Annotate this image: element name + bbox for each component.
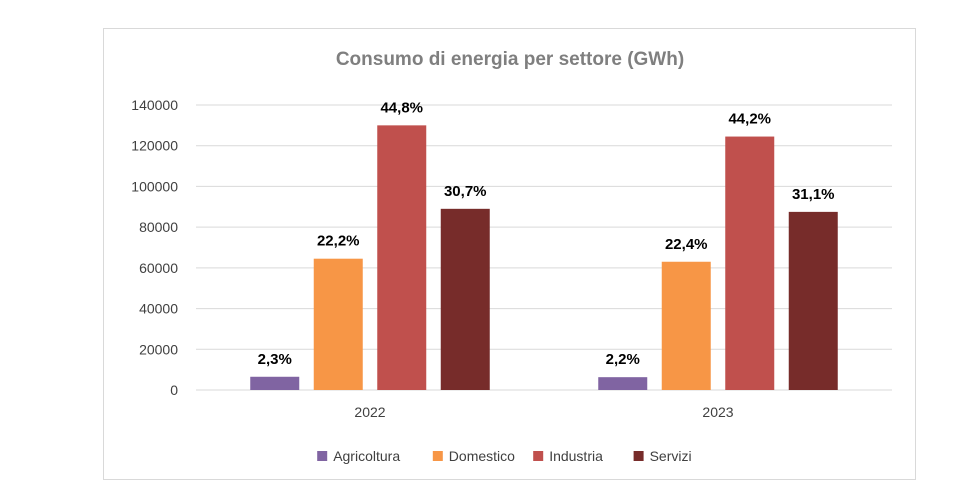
chart-frame [103,28,916,480]
bar [788,211,838,390]
legend-swatch [317,451,328,461]
bar [598,377,648,390]
legend-swatch [533,451,544,461]
y-axis-ticks: 0 20000 40000 60000 80000 100000 120000 140000 [131,97,178,398]
x-category-label: 2022 [354,404,385,420]
bar [250,376,300,390]
data-label: 22,2% [317,233,360,250]
y-tick-label: 20000 [139,341,178,357]
legend-label: Servizi [650,448,692,464]
gridlines [196,104,892,391]
x-category-label: 2023 [702,404,733,420]
x-axis-categories: 2022 2023 [354,404,733,420]
bar [313,258,363,390]
legend-label: Domestico [449,448,515,464]
legend-swatch [633,451,644,461]
y-tick-label: 80000 [139,219,178,235]
data-label: 31,1% [792,186,835,203]
y-tick-label: 40000 [139,301,178,317]
bar [661,261,711,390]
data-labels: 2,3% 22,2% 44,8% 30,7% 2,2% 22,4% 44,2% 31,1% [258,99,835,368]
y-tick-label: 60000 [139,260,178,276]
data-label: 44,8% [380,99,423,116]
data-label: 2,3% [258,351,292,368]
chart-title: Consumo di energia per settore (GWh) [336,49,684,70]
y-tick-label: 0 [170,382,178,398]
bars [250,125,838,390]
y-tick-label: 100000 [131,178,178,194]
data-label: 44,2% [728,111,771,128]
bar [440,208,490,390]
data-label: 2,2% [606,351,640,368]
legend-swatch [432,451,443,461]
bar [725,136,775,390]
y-tick-label: 120000 [131,138,178,154]
y-tick-label: 140000 [131,97,178,113]
data-label: 30,7% [444,183,487,200]
legend-label: Agricoltura [333,448,400,464]
data-label: 22,4% [665,236,708,253]
legend-label: Industria [549,448,603,464]
legend: Agricoltura Domestico Industria Servizi [317,448,692,464]
bar [377,125,427,390]
